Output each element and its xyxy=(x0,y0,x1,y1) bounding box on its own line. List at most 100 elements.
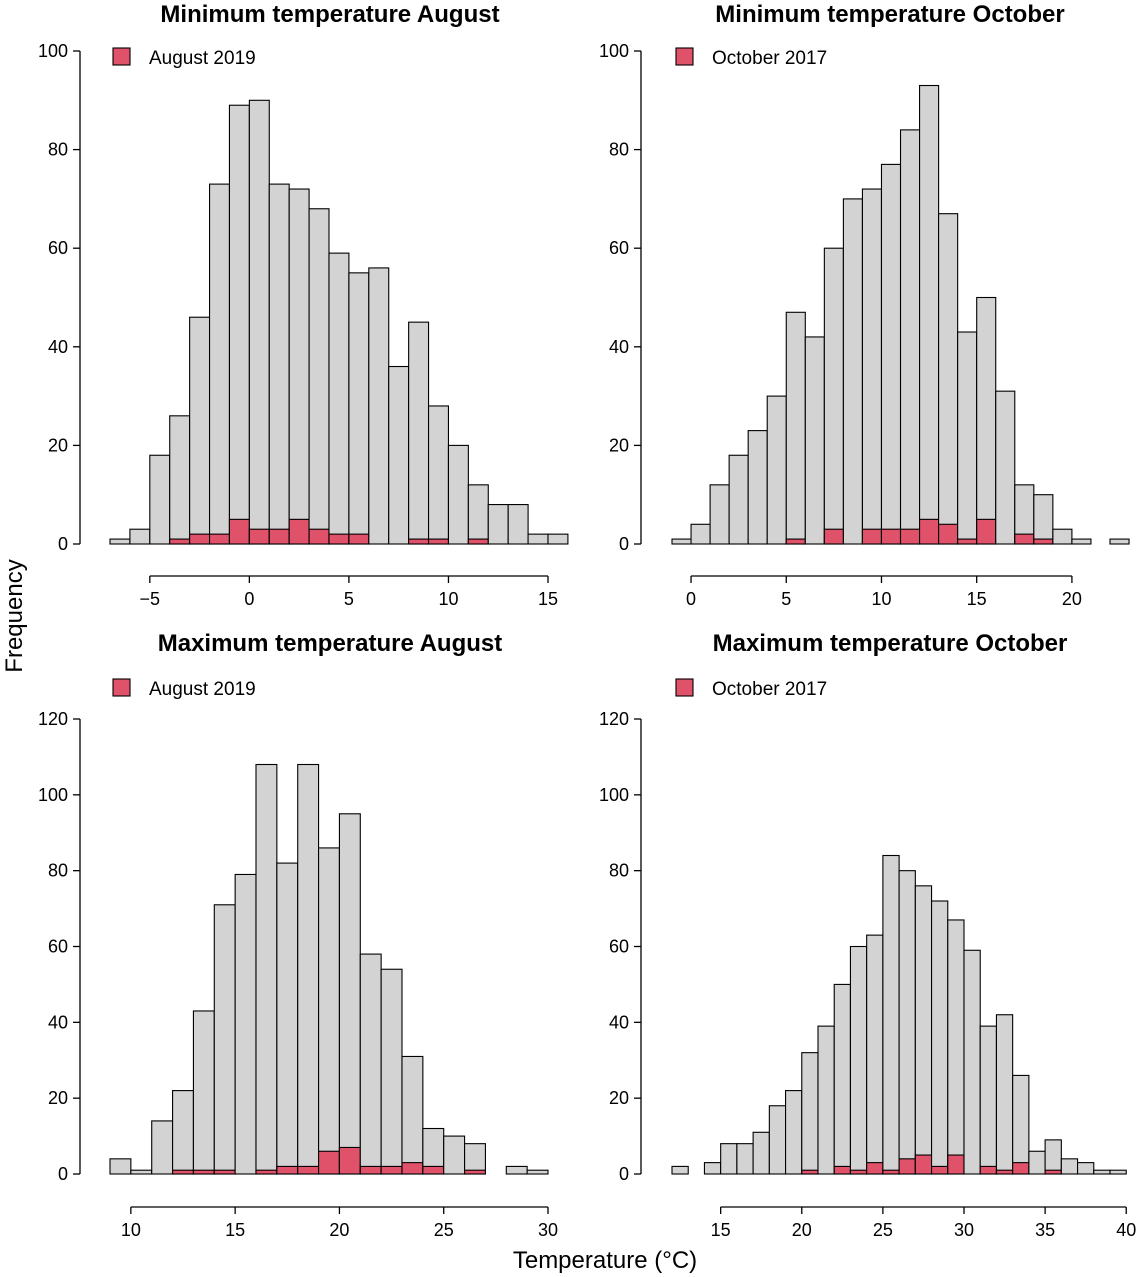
y-tick-label: 40 xyxy=(48,1012,68,1032)
bar-all-years xyxy=(768,1105,787,1175)
x-tick-label: 15 xyxy=(711,1220,731,1240)
bar-highlight xyxy=(189,533,211,545)
bar-highlight xyxy=(976,518,997,545)
bar-all-years xyxy=(151,1120,174,1175)
bar-all-years xyxy=(671,538,692,545)
y-tick-label: 60 xyxy=(609,238,629,258)
bar-highlight xyxy=(833,1165,851,1175)
bar-all-years xyxy=(1109,538,1130,545)
bar-all-years xyxy=(427,405,450,545)
bar-all-years xyxy=(505,1165,528,1175)
y-tick-label: 100 xyxy=(38,41,68,61)
bar-all-years xyxy=(1071,538,1092,545)
legend-label: October 2017 xyxy=(712,679,827,700)
bar-all-years xyxy=(1028,1150,1046,1175)
bar-all-years xyxy=(766,395,787,545)
x-tick-label: 20 xyxy=(1062,589,1082,609)
bar-all-years xyxy=(1033,494,1054,545)
x-tick-label: 35 xyxy=(1035,1220,1055,1240)
panels-group: Minimum temperature August020406080100−5… xyxy=(38,1,1136,1240)
x-tick-label: 0 xyxy=(686,589,696,609)
bar-highlight xyxy=(427,538,450,545)
bar-all-years xyxy=(947,919,965,1175)
bar-all-years xyxy=(288,188,310,545)
bar-all-years xyxy=(976,296,997,545)
bar-all-years xyxy=(995,390,1016,545)
bar-all-years xyxy=(752,1131,770,1175)
bar-all-years xyxy=(109,1158,132,1175)
bar-all-years xyxy=(995,1014,1014,1175)
bar-all-years xyxy=(671,1165,689,1175)
bar-all-years xyxy=(736,1143,754,1175)
bar-all-years xyxy=(547,533,569,545)
x-tick-label: 5 xyxy=(781,589,791,609)
bar-all-years xyxy=(801,1052,819,1175)
bar-highlight xyxy=(898,1158,916,1175)
y-tick-label: 20 xyxy=(609,435,629,455)
x-tick-label: 0 xyxy=(244,589,254,609)
bar-highlight xyxy=(801,1169,819,1175)
legend-swatch xyxy=(675,678,694,697)
bar-highlight xyxy=(1014,533,1035,545)
bar-highlight xyxy=(882,1169,900,1175)
bar-highlight xyxy=(914,1154,933,1175)
bar-highlight xyxy=(1033,538,1054,545)
bar-highlight xyxy=(172,1169,194,1175)
legend-label: August 2019 xyxy=(149,48,256,69)
bar-all-years xyxy=(234,873,257,1175)
bar-all-years xyxy=(842,198,863,545)
bar-all-years xyxy=(1012,1074,1030,1175)
bar-all-years xyxy=(728,454,749,545)
bar-highlight xyxy=(380,1165,403,1175)
x-tick-label: 30 xyxy=(954,1220,974,1240)
x-tick-label: 15 xyxy=(967,589,987,609)
bar-all-years xyxy=(747,430,768,545)
bar-all-years xyxy=(963,949,981,1175)
bar-all-years xyxy=(882,854,900,1175)
bar-all-years xyxy=(318,847,340,1175)
bar-highlight xyxy=(192,1169,215,1175)
y-tick-label: 20 xyxy=(609,1088,629,1108)
y-tick-label: 0 xyxy=(619,534,629,554)
bar-highlight xyxy=(866,1162,884,1175)
bar-all-years xyxy=(1052,528,1073,545)
bar-highlight xyxy=(348,533,370,545)
bar-all-years xyxy=(447,444,469,545)
histogram-panel-4: Maximum temperature October 0 20 40 60 80 100 1… xyxy=(599,630,1136,1240)
y-tick-label: 120 xyxy=(599,709,629,729)
bar-all-years xyxy=(109,538,131,545)
bar-all-years xyxy=(899,129,921,545)
bar-highlight xyxy=(268,528,290,545)
bar-all-years xyxy=(720,1143,738,1175)
bar-highlight xyxy=(919,518,940,545)
bar-highlight xyxy=(169,538,191,545)
legend-swatch xyxy=(112,47,131,66)
histogram-panel-2: Minimum temperature October 0 20 40 60 80 100 0… xyxy=(599,1,1130,609)
y-tick-label: 120 xyxy=(38,709,68,729)
legend-swatch xyxy=(675,47,694,66)
bar-highlight xyxy=(338,1146,361,1175)
bar-all-years xyxy=(268,183,290,545)
bar-all-years xyxy=(527,533,549,545)
bar-highlight xyxy=(297,1165,320,1175)
bar-all-years xyxy=(129,528,151,545)
bar-highlight xyxy=(931,1165,949,1175)
bar-all-years xyxy=(1093,1169,1111,1175)
y-tick-label: 0 xyxy=(58,1164,68,1184)
y-tick-label: 0 xyxy=(58,534,68,554)
legend-swatch xyxy=(112,678,131,697)
bar-all-years xyxy=(443,1135,466,1175)
bar-all-years xyxy=(359,953,382,1175)
bar-highlight xyxy=(957,538,978,545)
bar-all-years xyxy=(276,862,299,1175)
y-tick-label: 80 xyxy=(609,861,629,881)
x-tick-label: 5 xyxy=(344,589,354,609)
bar-all-years xyxy=(507,504,529,545)
bar-all-years xyxy=(979,1025,997,1175)
bar-highlight xyxy=(1012,1162,1030,1175)
legend-label: October 2017 xyxy=(712,48,827,69)
x-tick-label: 20 xyxy=(792,1220,812,1240)
bar-all-years xyxy=(690,523,711,545)
bar-all-years xyxy=(388,365,410,545)
